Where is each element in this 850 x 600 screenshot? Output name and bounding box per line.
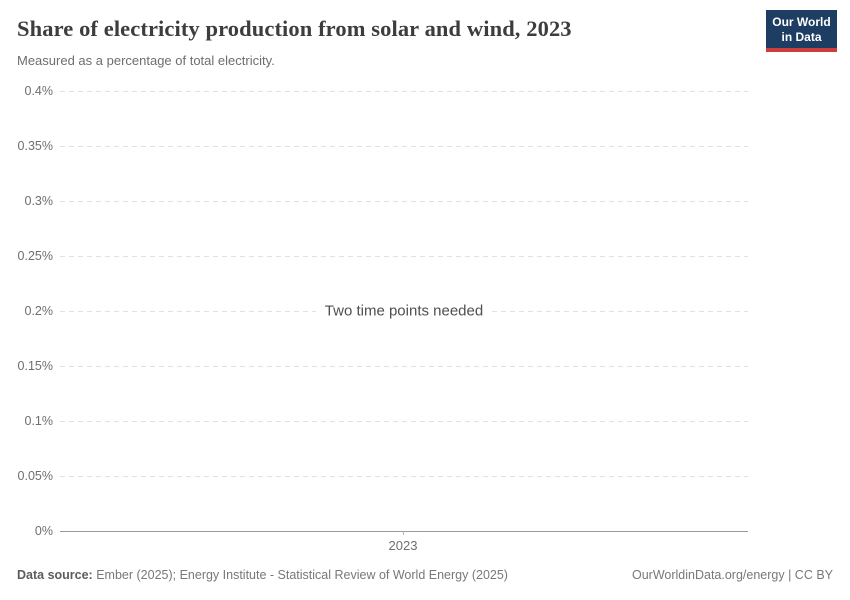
- y-axis-tick-label: 0.3%: [24, 193, 54, 208]
- data-source-text: Ember (2025); Energy Institute - Statist…: [92, 568, 508, 582]
- owid-logo[interactable]: Our World in Data: [766, 10, 837, 52]
- y-axis-tick-label: 0.4%: [24, 83, 54, 98]
- owid-logo-line2: in Data: [781, 29, 822, 44]
- x-axis-line: [60, 531, 748, 532]
- chart-footer: Data source: Ember (2025); Energy Instit…: [17, 568, 833, 582]
- y-axis-tick-label: 0.1%: [24, 413, 54, 428]
- gridline: [60, 91, 748, 92]
- page-subtitle: Measured as a percentage of total electr…: [17, 53, 275, 68]
- gridline: [60, 476, 748, 477]
- gridline: [60, 146, 748, 147]
- data-source-label: Data source:: [17, 568, 93, 582]
- y-axis-tick-label: 0%: [34, 523, 53, 538]
- gridline: [60, 366, 748, 367]
- y-axis-tick-label: 0.25%: [17, 248, 53, 263]
- no-data-message: Two time points needed: [315, 300, 493, 322]
- y-axis-tick-label: 0.05%: [17, 468, 53, 483]
- y-axis-tick-label: 0.2%: [24, 303, 54, 318]
- x-axis-tick-mark: [403, 531, 404, 535]
- page-title: Share of electricity production from sol…: [17, 16, 572, 41]
- gridline: [60, 421, 748, 422]
- y-axis-tick-label: 0.35%: [17, 138, 53, 153]
- attribution-link[interactable]: OurWorldinData.org/energy | CC BY: [631, 568, 833, 582]
- gridline: [60, 201, 748, 202]
- owid-logo-line1: Our World: [772, 15, 831, 29]
- data-source-note: Data source: Ember (2025); Energy Instit…: [17, 568, 508, 582]
- gridline: [60, 256, 748, 257]
- x-axis-tick-label: 2023: [388, 538, 418, 553]
- y-axis-tick-label: 0.15%: [17, 358, 53, 373]
